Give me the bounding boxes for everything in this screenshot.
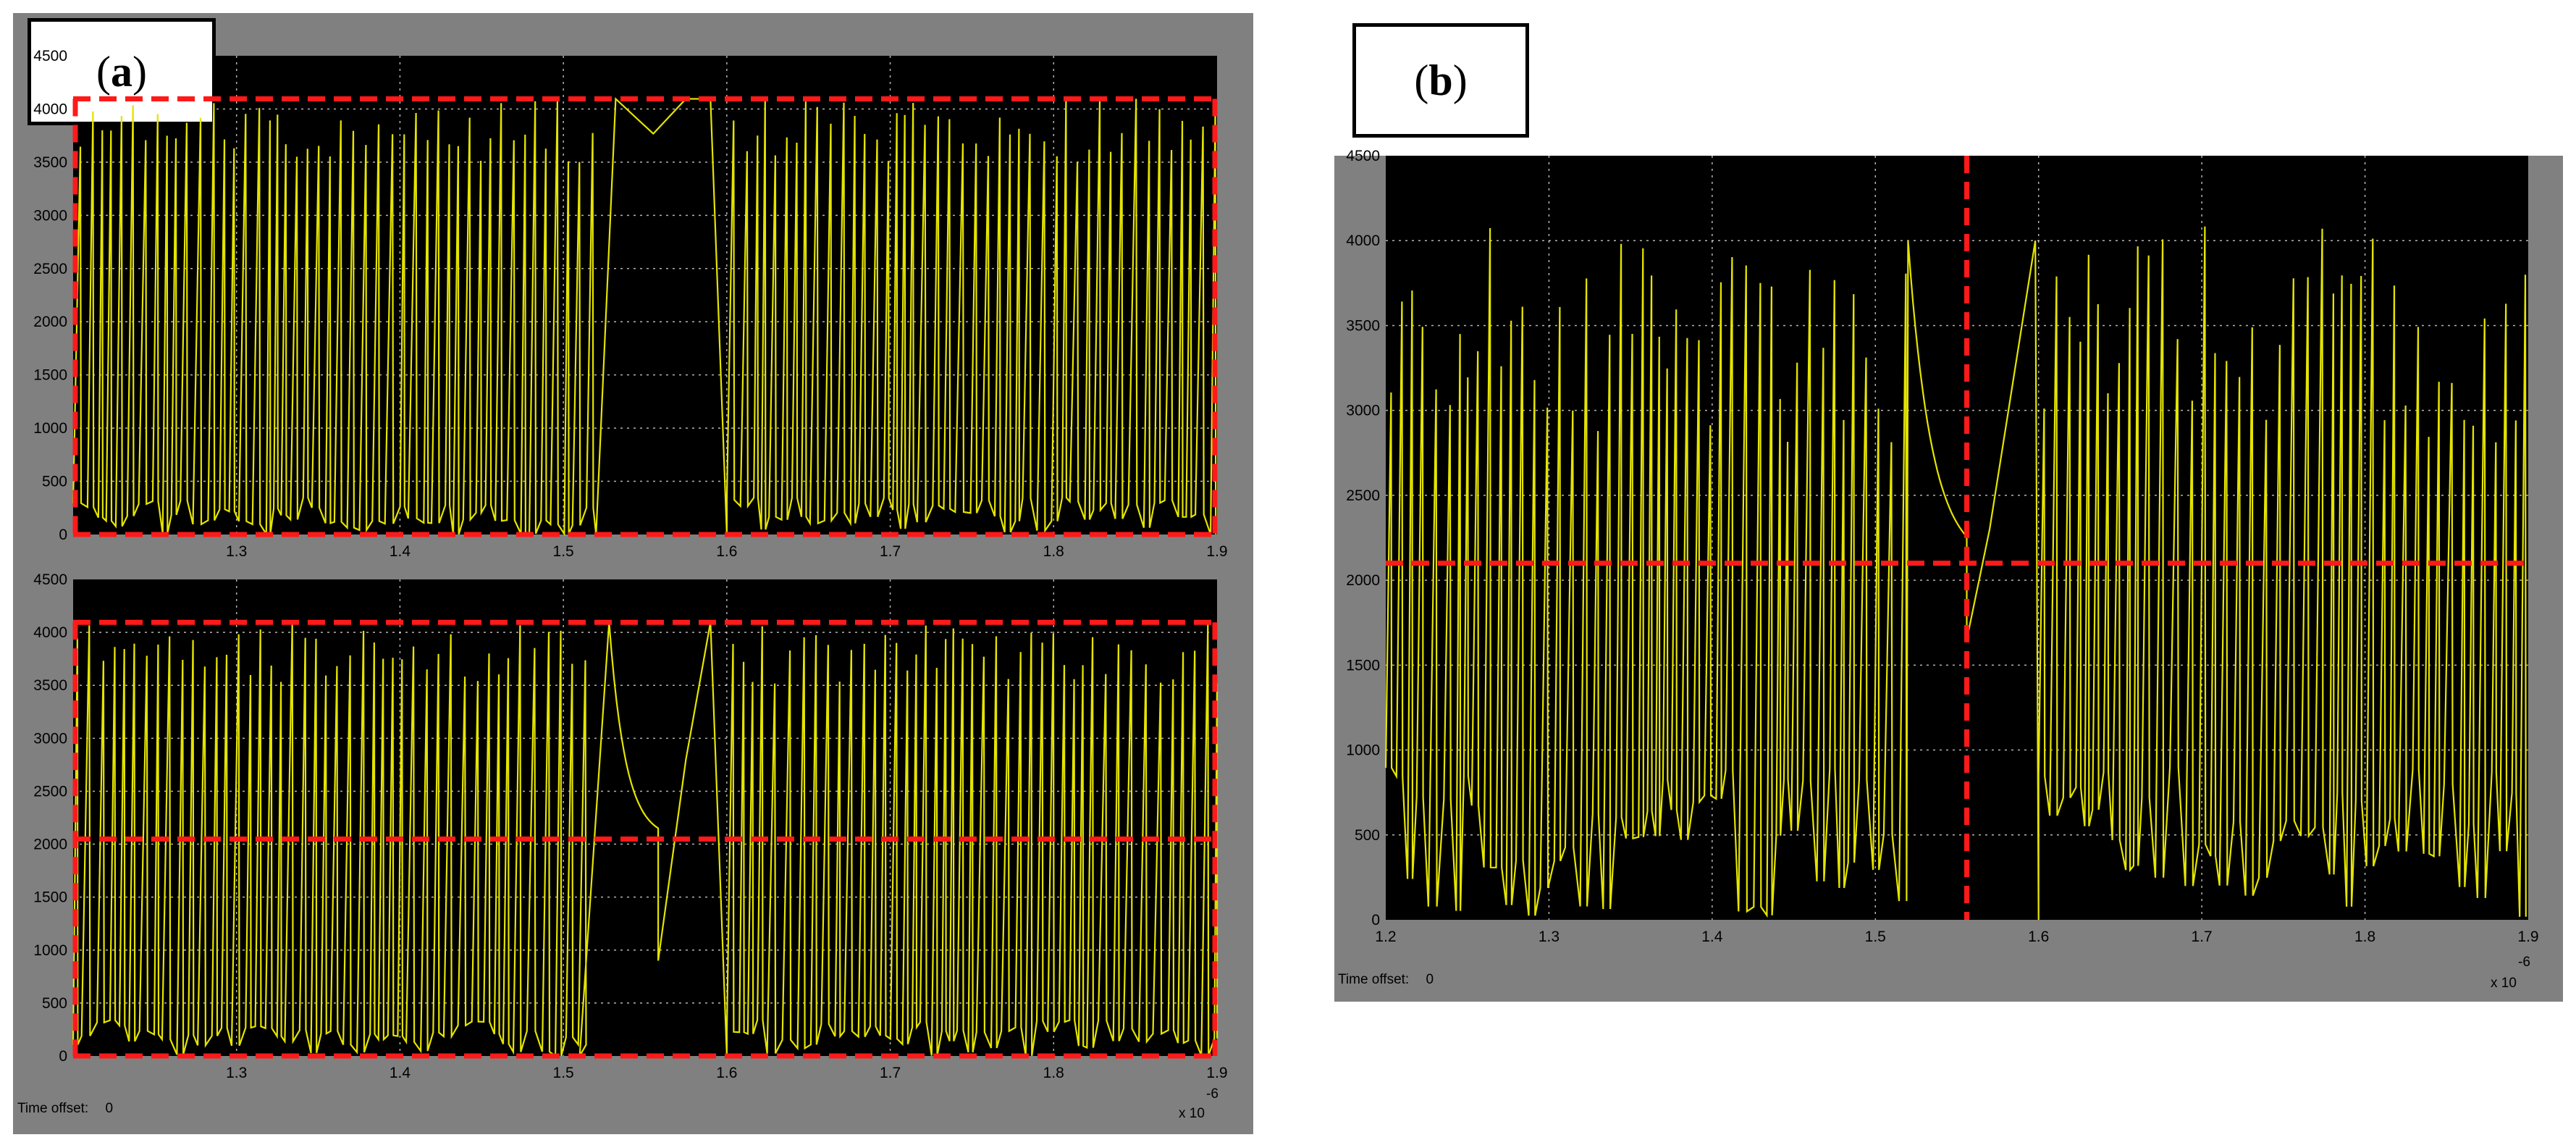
panel-b-ytick-label: 4500	[1346, 148, 1380, 164]
panel-b-signal-line	[1384, 226, 2527, 921]
panel-a-top-ytick-label: 1500	[33, 367, 67, 384]
panel-a-top-xtick-label: 1.6	[716, 543, 737, 560]
panel-b-ytick-label: 2000	[1346, 572, 1380, 589]
panel-a-exponent-power: -6	[1206, 1086, 1218, 1102]
panel-b-xtick-label: 1.6	[2028, 929, 2049, 945]
panel-a-top-ytick-label: 1000	[33, 420, 67, 437]
panel-a-top-xtick-label: 1.3	[226, 543, 247, 560]
panel-a-bottom-xtick-label: 1.6	[716, 1065, 737, 1081]
panel-a-top-ytick-label: 4000	[33, 101, 67, 117]
panel-b-xtick-label: 1.2	[1375, 929, 1396, 945]
panel-a-time-offset-label: Time offset:	[17, 1101, 89, 1116]
panel-a-bottom-ytick-label: 0	[59, 1048, 67, 1065]
panel-a-top-ytick-label: 2000	[33, 314, 67, 330]
panel-a-bottom-signal-line	[72, 622, 1218, 1058]
panel-a-bottom-ytick-label: 4000	[33, 624, 67, 641]
panel-a-exponent-base: x 10	[1179, 1106, 1205, 1121]
panel-a-time-offset-value: 0	[105, 1101, 114, 1116]
panel-a-bottom-ytick-label: 2500	[33, 783, 67, 800]
panel-b-xtick-label: 1.9	[2517, 929, 2538, 945]
panel-a-label-letter: a	[111, 47, 132, 96]
panel-a-top-xtick-label: 1.4	[390, 543, 411, 560]
panel-a-top-ytick-label: 3000	[33, 207, 67, 224]
panel-b-ytick-label: 2500	[1346, 487, 1380, 504]
panel-a-bottom-xtick-label: 1.3	[226, 1065, 247, 1081]
panel-b-label: (b)	[1352, 23, 1529, 138]
panel-b-time-offset-label: Time offset:	[1338, 972, 1410, 987]
panel-b-ytick-label: 500	[1355, 827, 1380, 844]
panel-a-bottom-ytick-label: 1000	[33, 942, 67, 959]
panel-b-xtick-label: 1.3	[1539, 929, 1560, 945]
panel-b-label-letter: b	[1428, 56, 1453, 104]
panel-a-bottom-ytick-label: 3000	[33, 730, 67, 747]
panel-a-bottom-xtick-label: 1.8	[1043, 1065, 1064, 1081]
panel-b-time-offset: Time offset: 0	[1338, 972, 1434, 988]
panel-b-ytick-label: 3000	[1346, 403, 1380, 419]
panel-a-exponent: x 10	[1179, 1106, 1205, 1122]
panel-a-bottom-ytick-label: 500	[42, 995, 67, 1012]
panel-b-xtick-label: 1.7	[2192, 929, 2213, 945]
panel-a-top-ytick-label: 2500	[33, 261, 67, 277]
panel-a-bottom-ytick-label: 2000	[33, 837, 67, 853]
panel-a-label: (a)	[28, 18, 216, 125]
panel-a-top-ytick-label: 3500	[33, 154, 67, 171]
panel-a-top-signal-line	[72, 97, 1217, 537]
panel-a-top-xtick-label: 1.9	[1206, 543, 1227, 560]
panel-b-xtick-label: 1.4	[1701, 929, 1723, 945]
panel-b-ytick-label: 4000	[1346, 232, 1380, 249]
panel-a-top-ytick-label: 500	[42, 474, 67, 490]
panel-b-xtick-label: 1.5	[1865, 929, 1886, 945]
panel-a-bottom-xtick-label: 1.5	[553, 1065, 574, 1081]
panel-b-ytick-label: 3500	[1346, 317, 1380, 334]
panel-b-xtick-label: 1.8	[2354, 929, 2375, 945]
panel-b-exponent-power: -6	[2518, 955, 2530, 970]
panel-a-top-ytick-label: 0	[59, 527, 67, 543]
panel-a-bottom-xtick-label: 1.4	[390, 1065, 411, 1081]
panel-a-time-offset: Time offset: 0	[17, 1101, 113, 1117]
panel-a-bottom-ytick-label: 4500	[33, 571, 67, 588]
panel-a-top-xtick-label: 1.5	[553, 543, 574, 560]
panel-a-bottom-xtick-label: 1.9	[1206, 1065, 1227, 1081]
panel-b-ytick-label: 1000	[1346, 742, 1380, 759]
panel-b-time-offset-value: 0	[1426, 972, 1434, 987]
panel-b-ytick-label: 0	[1371, 912, 1380, 929]
panel-b-ytick-label: 1500	[1346, 657, 1380, 674]
panel-a-top-ytick-label: 4500	[33, 48, 67, 64]
panel-a-bottom-xtick-label: 1.7	[880, 1065, 901, 1081]
panel-b-exponent-base: x 10	[2491, 976, 2517, 991]
panel-a-top-xtick-label: 1.7	[880, 543, 901, 560]
panel-a-bottom-ytick-label: 3500	[33, 677, 67, 694]
panel-b-exponent: x 10	[2491, 976, 2517, 992]
panel-a-bottom-ytick-label: 1500	[33, 889, 67, 906]
panel-a-top-xtick-label: 1.8	[1043, 543, 1064, 560]
